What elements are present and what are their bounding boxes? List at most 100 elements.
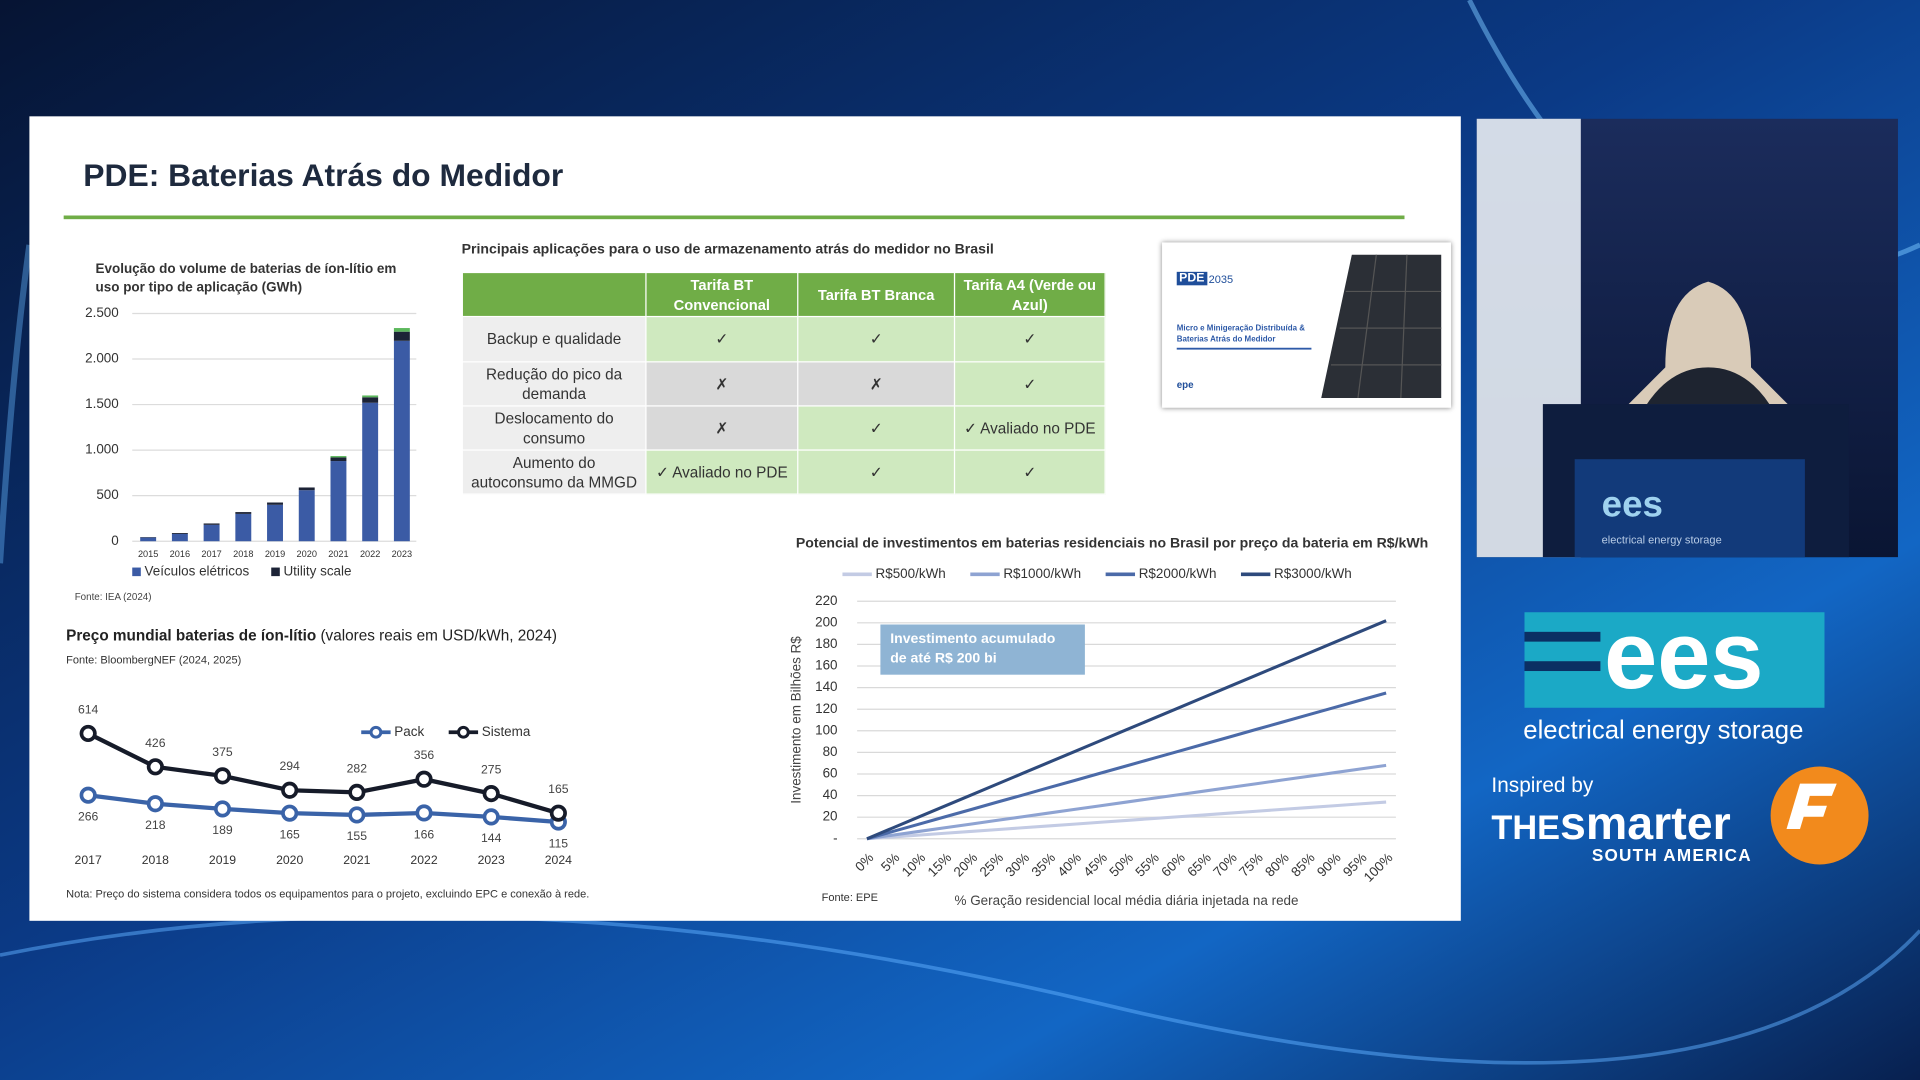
x-tick-label: 70% <box>1210 850 1240 880</box>
row-label: Backup e qualidade <box>461 315 647 363</box>
bar-segment <box>298 487 315 491</box>
legend-label: Pack <box>394 724 424 739</box>
marker <box>281 804 299 822</box>
x-tick-label: 10% <box>899 850 929 880</box>
row-label: Deslocamento do consumo <box>461 405 647 451</box>
x-tick-label: 2015 <box>138 549 158 559</box>
x-tick-label: 85% <box>1288 850 1318 880</box>
marker <box>146 758 164 776</box>
data-label: 275 <box>481 763 502 777</box>
table-cell: ✗ <box>797 361 956 407</box>
bar-segment <box>203 524 220 542</box>
title: Preço mundial baterias de íon-lítio <box>66 626 317 645</box>
x-tick-label: 2021 <box>343 853 370 867</box>
legend-swatch <box>132 567 141 577</box>
table-cell: ✓ <box>953 315 1106 363</box>
bar-segment <box>235 512 252 514</box>
podium-tagline: electrical energy storage <box>1601 533 1722 547</box>
brand-the: THE <box>1491 808 1560 847</box>
x-tick-label: 75% <box>1236 850 1266 880</box>
x-tick-label: 2017 <box>75 853 102 867</box>
row-label: Aumento do autoconsumo da MMGD <box>461 449 647 495</box>
legend-label: R$500/kWh <box>876 566 946 581</box>
table-cell: ✓ <box>645 315 799 363</box>
table-cell: ✗ <box>645 405 799 451</box>
legend-label: R$1000/kWh <box>1003 566 1081 581</box>
table-row: Deslocamento do consumo ✗ ✓ ✓ Avaliado no P… <box>461 405 1106 451</box>
data-label: 282 <box>347 761 368 775</box>
marker <box>482 808 500 826</box>
x-tick-label: 90% <box>1314 850 1344 880</box>
x-tick-label: 80% <box>1262 850 1292 880</box>
x-tick-label: 65% <box>1184 850 1214 880</box>
data-label: 614 <box>78 702 99 716</box>
bar-segment <box>362 397 379 403</box>
brand-smarter: THEsmarter <box>1491 798 1730 851</box>
line <box>866 619 1387 841</box>
x-tick-label: 2020 <box>297 549 317 559</box>
y-tick-label: 2.000 <box>85 351 119 366</box>
marker <box>348 806 366 824</box>
y-tick-label: 100 <box>815 722 837 737</box>
line <box>866 763 1387 841</box>
bar-segment <box>393 328 410 332</box>
y-tick-label: 2.500 <box>85 305 119 320</box>
note: Nota: Preço do sistema considera todos o… <box>66 887 590 900</box>
bar-segment <box>171 533 188 534</box>
y-tick-label: 80 <box>823 744 838 759</box>
legend-label: Veículos elétricos <box>144 563 249 578</box>
legend-label: Sistema <box>482 724 531 739</box>
x-tick-label: 20% <box>951 850 981 880</box>
header-cell <box>461 271 647 318</box>
x-tick-label: 2022 <box>360 549 380 559</box>
y-tick-label: 140 <box>815 679 837 694</box>
marker <box>348 783 366 801</box>
x-axis-title: % Geração residencial local média diária… <box>955 893 1299 908</box>
x-tick-label: 0% <box>852 850 876 874</box>
y-tick-label: 500 <box>96 487 118 502</box>
y-tick-label: 120 <box>815 701 837 716</box>
line <box>866 691 1387 841</box>
x-tick-label: 2024 <box>545 853 572 867</box>
y-tick-label: 220 <box>815 593 837 608</box>
table-cell: ✓ <box>797 449 956 495</box>
podium-logo: ees <box>1601 484 1663 526</box>
marker <box>213 800 232 818</box>
legend-marker <box>456 725 470 739</box>
row-label: Redução do pico da demanda <box>461 361 647 407</box>
data-label: 144 <box>481 831 502 845</box>
x-tick-label: 2018 <box>142 853 169 867</box>
table-cell: ✗ <box>645 361 799 407</box>
data-label: 165 <box>279 827 300 841</box>
chart-title: Potencial de investimentos em baterias r… <box>795 536 1429 552</box>
table: Tarifa BT Convencional Tarifa BT Branca … <box>461 271 1106 495</box>
legend-label: R$3000/kWh <box>1274 566 1352 581</box>
brand-inspired: Inspired by <box>1491 773 1594 798</box>
table-row: Redução do pico da demanda ✗ ✗ ✓ <box>461 361 1106 407</box>
bar-segment <box>330 461 347 542</box>
chart-subtitle: Fonte: BloombergNEF (2024, 2025) <box>66 653 242 667</box>
bar-segment <box>330 457 347 462</box>
table-cell: ✓ Avaliado no PDE <box>953 405 1106 451</box>
header-cell: Tarifa BT Convencional <box>645 271 799 318</box>
report-image <box>1176 254 1442 399</box>
brand-tagline: electrical energy storage <box>1523 716 1804 745</box>
legend-marker <box>369 725 383 739</box>
bar-segment <box>203 523 220 525</box>
chart-title: Evolução do volume de baterias de íon-lí… <box>95 262 397 296</box>
line <box>87 793 559 825</box>
x-tick-label: 45% <box>1080 850 1110 880</box>
x-tick-label: 2016 <box>170 549 190 559</box>
annotation: Investimento acumulado de até R$ 200 bi <box>880 624 1085 675</box>
table-cell: ✓ Avaliado no PDE <box>645 449 799 495</box>
data-label: 266 <box>78 809 99 823</box>
y-tick-label: 0 <box>111 533 118 548</box>
bar-segment <box>330 456 347 458</box>
y-tick-label: - <box>833 830 837 845</box>
line <box>866 800 1387 841</box>
data-label: 189 <box>212 823 233 837</box>
table-cell: ✓ <box>953 449 1106 495</box>
bar-segment <box>171 533 188 542</box>
brand-logo: ees <box>1604 601 1764 709</box>
